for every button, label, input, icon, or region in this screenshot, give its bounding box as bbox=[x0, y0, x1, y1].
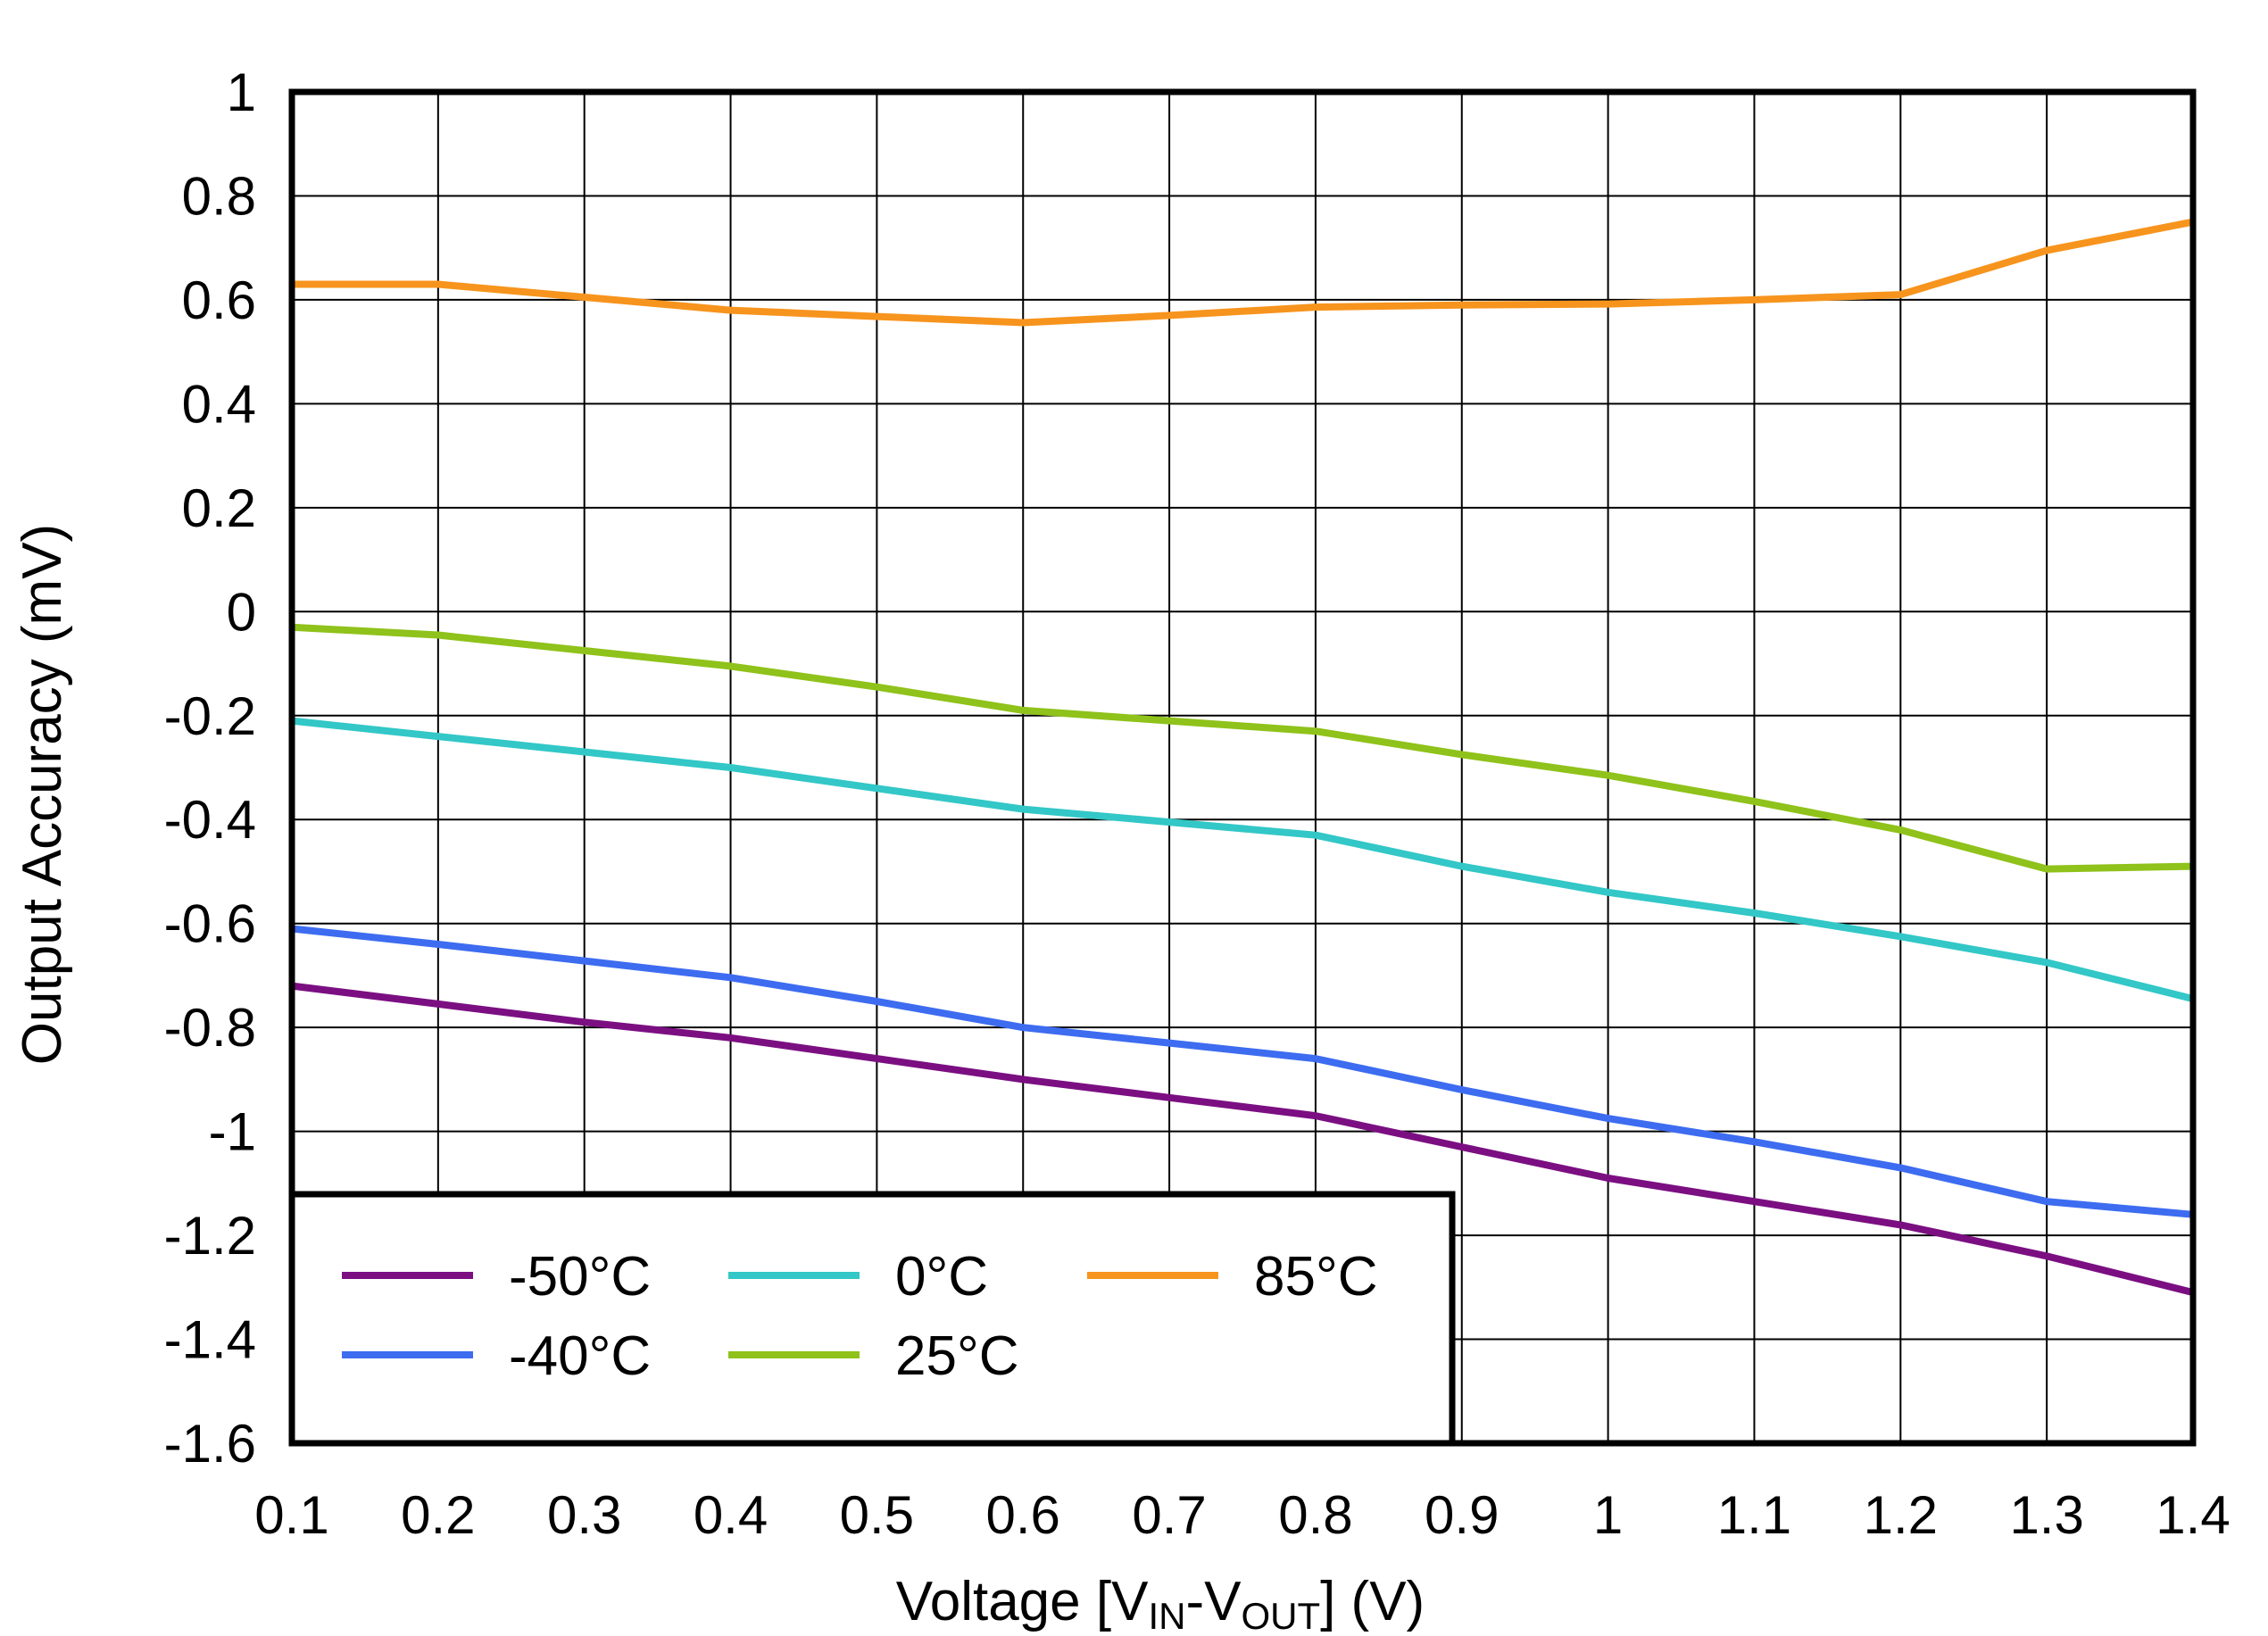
y-tick-label: -1.6 bbox=[164, 1414, 256, 1474]
x-tick-label: 1.4 bbox=[2156, 1485, 2230, 1545]
series-lines bbox=[291, 218, 2194, 1296]
x-tick-label: 0.5 bbox=[840, 1485, 914, 1545]
x-tick-label: 1.2 bbox=[1864, 1485, 1938, 1545]
series-line-0°C bbox=[291, 717, 2194, 1002]
y-tick-label: 0 bbox=[227, 582, 256, 642]
x-tick-label: 0.4 bbox=[694, 1485, 768, 1545]
y-tick-label: -1.4 bbox=[164, 1310, 256, 1370]
x-tick-label: 0.6 bbox=[986, 1485, 1060, 1545]
series-line--40°C bbox=[291, 925, 2194, 1218]
y-tick-label: 0.4 bbox=[182, 374, 256, 434]
y-tick-label: -0.6 bbox=[164, 894, 256, 954]
y-tick-label: -1.2 bbox=[164, 1206, 256, 1266]
x-tick-label: 0.8 bbox=[1278, 1485, 1352, 1545]
series-line-25°C bbox=[291, 623, 2194, 873]
x-tick-label: 0.3 bbox=[547, 1485, 621, 1545]
series-line--50°C bbox=[291, 982, 2194, 1296]
legend-box bbox=[288, 1191, 1456, 1447]
y-tick-label: 0.6 bbox=[182, 270, 256, 330]
legend-label: 25°C bbox=[895, 1325, 1019, 1387]
x-tick-label: 0.9 bbox=[1425, 1485, 1499, 1545]
legend-label: -50°C bbox=[509, 1246, 651, 1308]
x-tick-label: 1.3 bbox=[2009, 1485, 2083, 1545]
y-tick-label: -0.4 bbox=[164, 790, 256, 850]
series-line-85°C bbox=[292, 218, 2194, 327]
y-tick-labels: 1 0.8 0.6 0.4 0.2 0 -0.2 -0.4 -0.6 -0.8 -1 -1.2 -1.4… bbox=[164, 62, 256, 1474]
x-tick-label: 0.7 bbox=[1132, 1485, 1206, 1545]
y-axis-label: Output Accuracy (mV) bbox=[12, 524, 73, 1065]
x-tick-label: 1 bbox=[1593, 1485, 1623, 1545]
y-tick-label: 0.2 bbox=[182, 478, 256, 538]
legend-label: 0°C bbox=[895, 1246, 988, 1308]
y-tick-label: -1 bbox=[209, 1102, 256, 1162]
y-tick-label: -0.8 bbox=[164, 998, 256, 1058]
legend-label: -40°C bbox=[509, 1325, 651, 1387]
x-tick-label: 0.2 bbox=[401, 1485, 475, 1545]
x-tick-label: 1.1 bbox=[1717, 1485, 1791, 1545]
x-tick-labels: 0.1 0.2 0.3 0.4 0.5 0.6 0.7 0.8 0.9 1 1.1 1.2 1.3 1.4 bbox=[254, 1485, 2230, 1545]
y-tick-label: -0.2 bbox=[164, 686, 256, 746]
y-tick-label: 0.8 bbox=[182, 166, 256, 226]
x-tick-label: 0.1 bbox=[254, 1485, 328, 1545]
legend-label: 85°C bbox=[1254, 1246, 1378, 1308]
legend: -50°C 0°C 85°C -40°C 25°C bbox=[288, 1191, 1456, 1447]
y-tick-label: 1 bbox=[227, 62, 256, 122]
x-axis-label: Voltage [VIN-VOUT] (V) bbox=[896, 1571, 1425, 1636]
